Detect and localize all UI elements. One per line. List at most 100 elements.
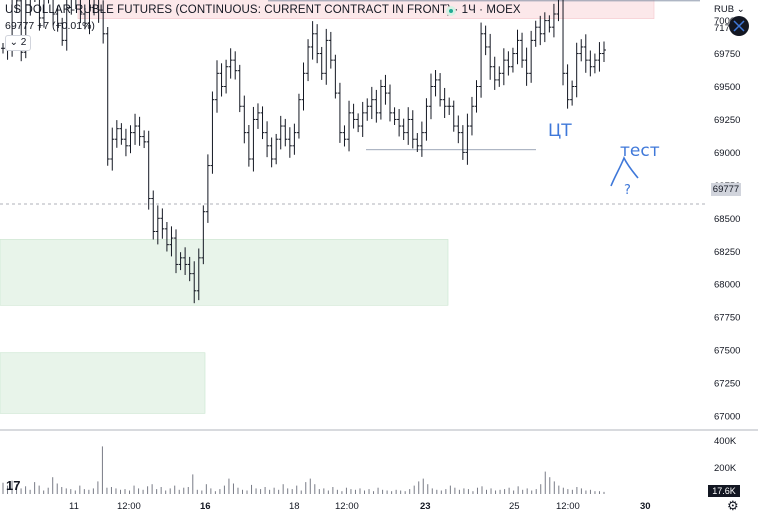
- logo-icon[interactable]: [729, 16, 749, 36]
- handwritten-annotations: ЦТ тест ?: [548, 121, 660, 198]
- ohlc-bar: [48, 0, 50, 4]
- ohlc-bar: [123, 128, 128, 157]
- time-axis-label: 25: [509, 501, 520, 512]
- ohlc-bar: [246, 124, 251, 167]
- ohlc-bar: [60, 17, 65, 46]
- price-axis-label: 67000: [714, 412, 740, 423]
- settings-gear-icon[interactable]: ⚙: [727, 498, 739, 513]
- price-axis-label: 717: [714, 23, 730, 34]
- ohlc-bar: [342, 125, 347, 147]
- price-axis-label: 67750: [714, 313, 740, 324]
- ohlc-bar: [214, 60, 219, 113]
- volume-axis-label: 400K: [714, 436, 737, 447]
- time-axis-label: 12:00: [335, 501, 359, 512]
- ohlc-bar: [319, 46, 324, 80]
- ohlc-bar: [160, 208, 165, 239]
- ohlc-bar: [1, 43, 5, 54]
- ohlc-bar: [52, 0, 56, 26]
- symbol-title[interactable]: US DOLLAR-RUBLE FUTURES (CONTINUOUS: CUR…: [5, 4, 521, 16]
- ohlc-bar: [16, 0, 19, 13]
- ohlc-bar: [356, 113, 361, 133]
- ohlc-bar: [328, 31, 333, 69]
- price-axis-label: 68250: [714, 247, 740, 258]
- ohlc-bar: [433, 70, 438, 97]
- price-axis-label: 69750: [714, 49, 740, 60]
- price-axis-label: 69000: [714, 148, 740, 159]
- ohlc-bar: [556, 0, 559, 22]
- ohlc-bar: [492, 56, 497, 90]
- last-price-change: 69777 +7 (+0.01%): [5, 20, 95, 32]
- ohlc-bar: [265, 121, 270, 158]
- ohlc-bar: [565, 64, 570, 109]
- ohlc-bar: [506, 51, 511, 76]
- ohlc-bar: [114, 120, 119, 148]
- ohlc-bar: [119, 123, 124, 145]
- ohlc-bar: [324, 28, 329, 85]
- volume-axis-label: 200K: [714, 463, 737, 474]
- time-axis-label: 12:00: [556, 501, 580, 512]
- ohlc-bar: [424, 98, 429, 141]
- ohlc-bar: [469, 96, 474, 136]
- ohlc-bar: [551, 3, 556, 38]
- currency-selector[interactable]: RUB ⌄: [714, 4, 745, 15]
- ohlc-bar: [142, 130, 147, 149]
- price-axis[interactable]: 7177150071250710007075070500702507000069…: [714, 0, 740, 423]
- ohlc-bar: [287, 127, 292, 158]
- time-axis-label: 18: [289, 501, 300, 512]
- ohlc-bar: [306, 39, 311, 82]
- price-axis-label: 67500: [714, 346, 740, 357]
- ohlc-bar: [224, 59, 229, 94]
- indicators-collapse-button[interactable]: ⌄ 2: [5, 35, 31, 51]
- time-axis-label: 30: [640, 501, 651, 512]
- currency-label: RUB: [714, 4, 735, 15]
- ohlc-bar: [488, 33, 493, 80]
- ohlc-bar: [34, 0, 36, 3]
- ohlc-bar: [562, 0, 566, 86]
- ohlc-bar: [269, 137, 274, 168]
- ohlc-bar: [183, 247, 188, 275]
- price-axis-label: 69500: [714, 82, 740, 93]
- ohlc-bar: [351, 103, 356, 129]
- ohlc-bar: [301, 62, 306, 111]
- ohlc-bar: [38, 0, 42, 31]
- ohlc-bar: [75, 0, 77, 10]
- ohlc-bar: [438, 73, 443, 107]
- ohlc-bar: [146, 130, 151, 210]
- ohlc-bar: [533, 20, 538, 47]
- ohlc-bar: [570, 80, 575, 106]
- ohlc-bar: [79, 0, 83, 24]
- ohlc-bar: [383, 74, 388, 105]
- resistance-zone: [77, 0, 655, 19]
- ohlc-bar: [164, 221, 169, 252]
- time-axis[interactable]: 11 12:00 16 18 12:00 23 25 12:00 30: [69, 501, 651, 512]
- ohlc-bar: [529, 30, 534, 83]
- ohlc-bar: [401, 118, 406, 141]
- chevron-down-icon: ⌄: [736, 4, 745, 15]
- chevron-down-icon: ⌄: [9, 37, 19, 48]
- ohlc-bar: [333, 54, 338, 99]
- ohlc-bar: [592, 53, 597, 74]
- ohlc-bar: [547, 15, 552, 33]
- ohlc-bar: [137, 116, 142, 146]
- ohlc-bar: [397, 109, 402, 137]
- ohlc-bar: [415, 133, 420, 153]
- ohlc-bar: [101, 0, 106, 44]
- zones-layer: [0, 0, 655, 414]
- price-axis-label: 68000: [714, 280, 740, 291]
- ohlc-bar: [365, 98, 370, 121]
- last-price-label: 69777: [711, 183, 741, 196]
- ohlc-bar: [583, 34, 588, 73]
- ohlc-bar: [456, 115, 461, 144]
- time-axis-label: 11: [69, 501, 79, 512]
- ohlc-bar: [497, 66, 502, 87]
- volume-axis: 400K 200K: [714, 436, 737, 474]
- ohlc-bar: [87, 0, 92, 35]
- ohlc-bar: [542, 12, 547, 43]
- ohlc-bar: [515, 29, 520, 65]
- ohlc-bar: [196, 248, 201, 301]
- ohlc-bar: [69, 0, 72, 15]
- last-volume-label: 17.6K: [708, 485, 740, 497]
- tradingview-logo-icon[interactable]: 17: [6, 478, 21, 493]
- ohlc-bar: [274, 133, 279, 165]
